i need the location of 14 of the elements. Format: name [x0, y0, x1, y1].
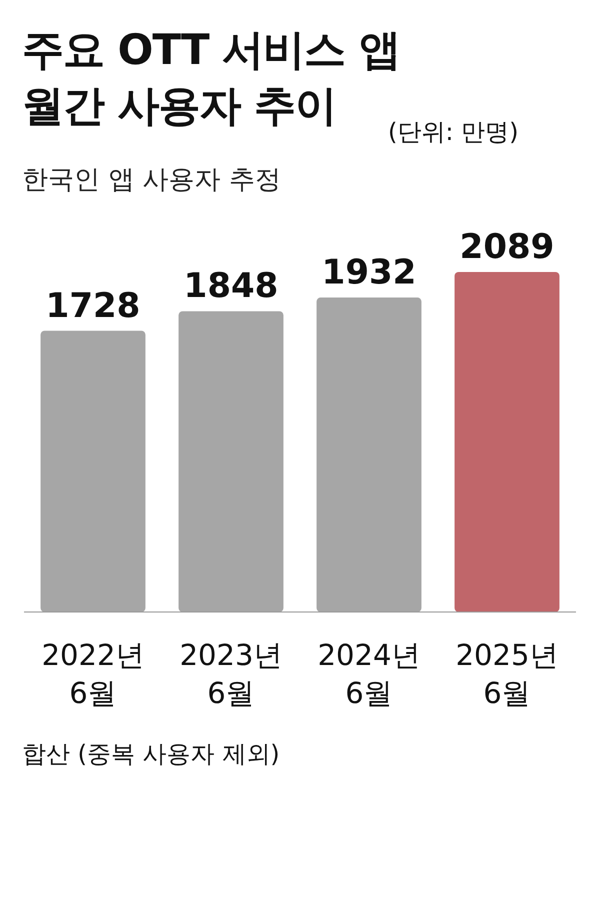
x-tick-label: 2025년 6월 — [456, 638, 558, 710]
data-label: 1932 — [322, 252, 416, 293]
chart-subtitle: 한국인 앱 사용자 추정 — [22, 164, 281, 197]
x-tick-label: 2024년 6월 — [318, 638, 420, 710]
bar — [316, 298, 422, 612]
text: 합산 (중복 사용자 제외) — [22, 739, 281, 770]
x-tick-label: 2022년 6월 — [42, 638, 144, 710]
data-label: 2089 — [460, 227, 554, 267]
bar — [178, 311, 284, 612]
bar — [40, 330, 146, 612]
x-tick-label: 2023년 6월 — [180, 638, 282, 710]
data-label: 1848 — [184, 266, 278, 306]
data-label: 1728 — [46, 286, 140, 326]
bar — [454, 272, 560, 612]
